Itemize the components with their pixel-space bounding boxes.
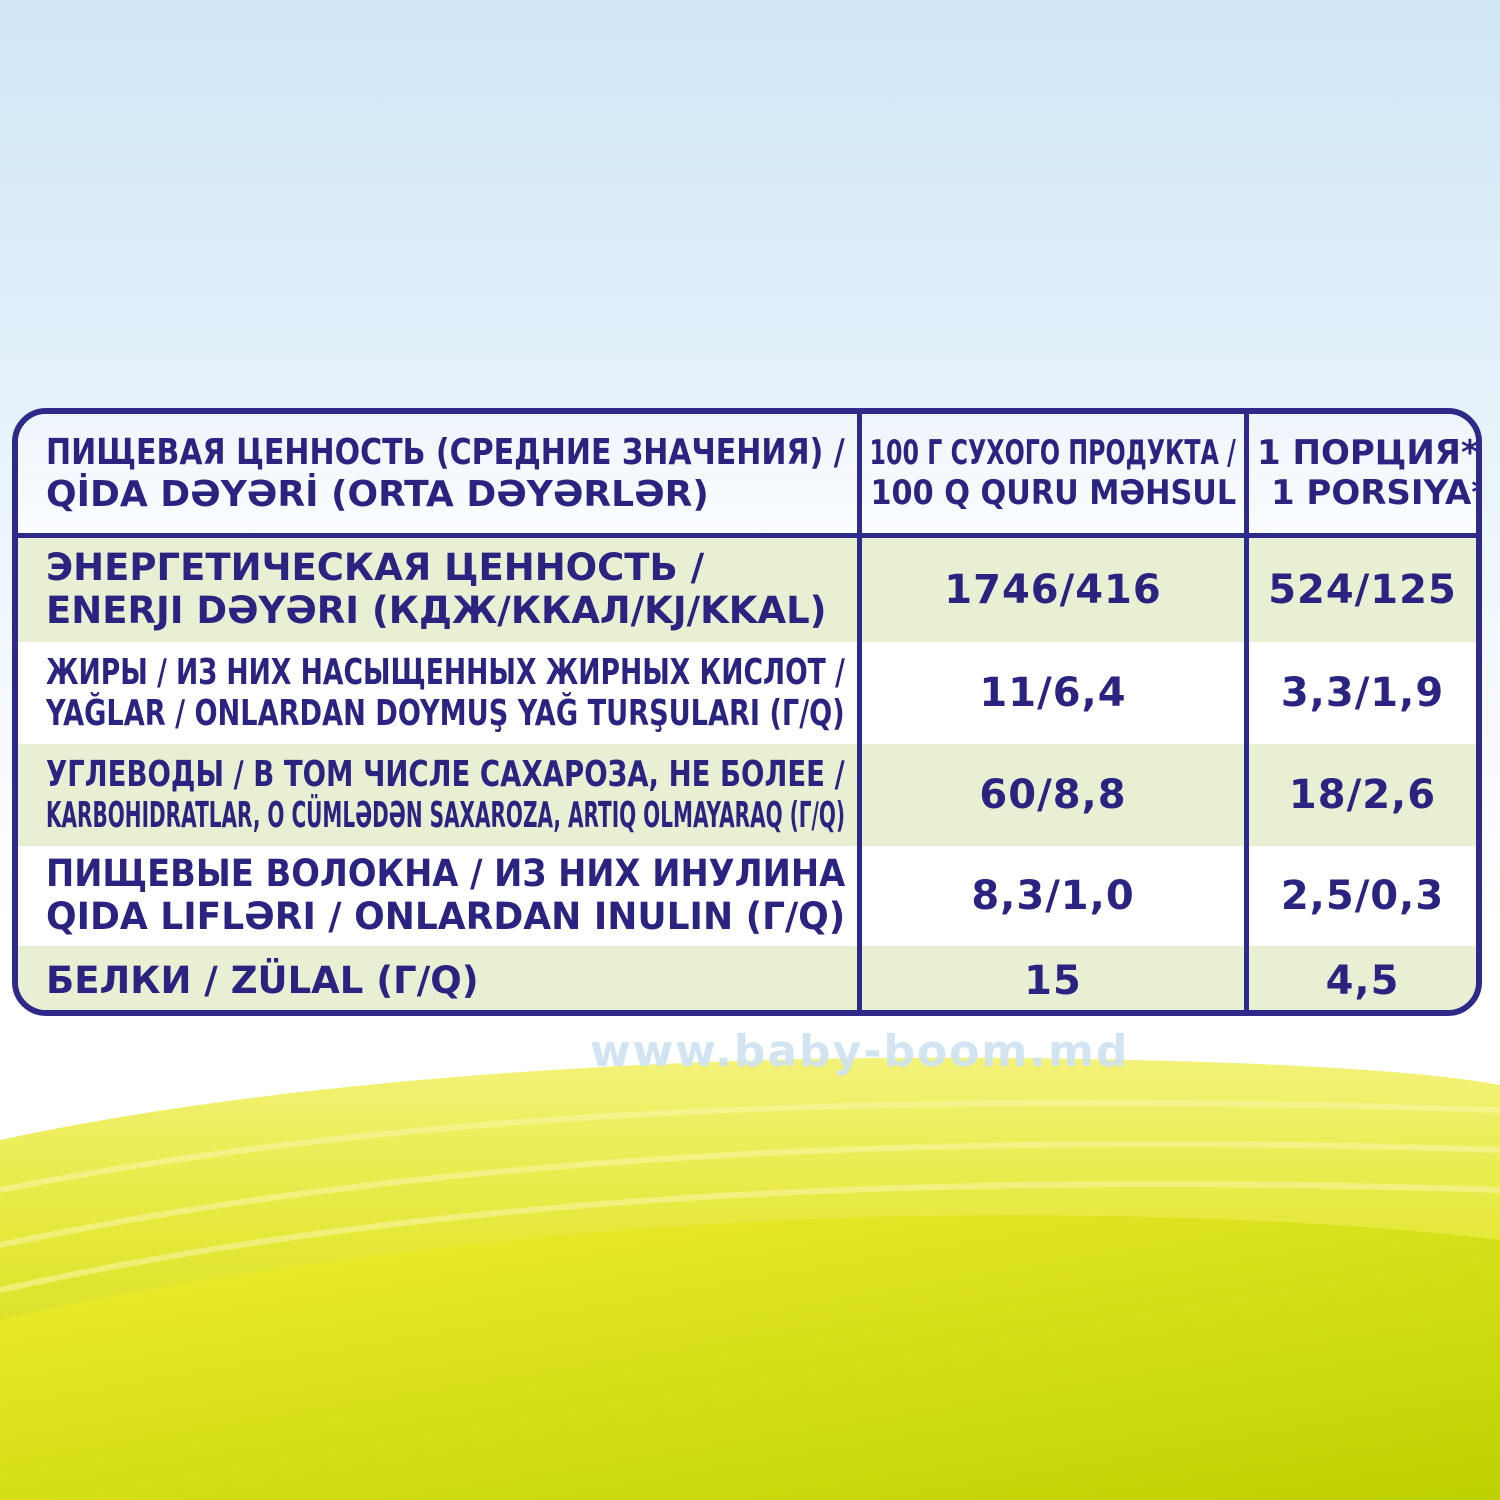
value-per-portion: 3,3/1,9 (1244, 642, 1476, 744)
row-label: ЖИРЫ / ИЗ НИХ НАСЫЩЕННЫХ ЖИРНЫХ КИСЛОТ /… (46, 651, 845, 734)
row-label: УГЛЕВОДЫ / В ТОМ ЧИСЛЕ САХАРОЗА, НЕ БОЛЕ… (46, 753, 846, 836)
value-per-portion: 2,5/0,3 (1244, 846, 1476, 946)
row-label: ЭНЕРГЕТИЧЕСКАЯ ЦЕННОСТЬ / ENERJI DƏYƏRI (… (46, 546, 827, 632)
header-label: ПИЩЕВАЯ ЦЕННОСТЬ (СРЕДНИЕ ЗНАЧЕНИЯ) / Qİ… (46, 432, 845, 515)
row-label: ПИЩЕВЫЕ ВОЛОКНА / ИЗ НИХ ИНУЛИНА QIDA LIF… (46, 852, 846, 938)
nutrition-table: ПИЩЕВАЯ ЦЕННОСТЬ (СРЕДНИЕ ЗНАЧЕНИЯ) / Qİ… (12, 408, 1482, 1016)
table-row-carbohydrates: УГЛЕВОДЫ / В ТОМ ЧИСЛЕ САХАРОЗА, НЕ БОЛЕ… (18, 744, 1476, 846)
table-row-fats: ЖИРЫ / ИЗ НИХ НАСЫЩЕННЫХ ЖИРНЫХ КИСЛОТ /… (18, 642, 1476, 744)
table-row-fiber: ПИЩЕВЫЕ ВОЛОКНА / ИЗ НИХ ИНУЛИНА QIDA LIF… (18, 846, 1476, 946)
header-per-portion: 1 ПОРЦИЯ* / 1 PORSIYA* (1244, 414, 1476, 533)
table-row-protein: БЕЛКИ / ZÜLAL (Г/Q) 15 4,5 (18, 946, 1476, 1010)
value-per-portion: 4,5 (1244, 946, 1476, 1010)
value-per-100g: 15 (857, 946, 1244, 1010)
table-row-energy: ЭНЕРГЕТИЧЕСКАЯ ЦЕННОСТЬ / ENERJI DƏYƏRI (… (18, 538, 1476, 642)
value-per-100g: 11/6,4 (857, 642, 1244, 744)
value-per-portion: 524/125 (1244, 538, 1476, 642)
table-header-row: ПИЩЕВАЯ ЦЕННОСТЬ (СРЕДНИЕ ЗНАЧЕНИЯ) / Qİ… (18, 414, 1476, 538)
value-per-100g: 8,3/1,0 (857, 846, 1244, 946)
row-label: БЕЛКИ / ZÜLAL (Г/Q) (46, 958, 479, 1002)
value-per-portion: 18/2,6 (1244, 744, 1476, 846)
value-per-100g: 1746/416 (857, 538, 1244, 642)
header-per-100g: 100 Г СУХОГО ПРОДУКТА / 100 Q QURU MƏHSU… (857, 414, 1244, 533)
value-per-100g: 60/8,8 (857, 744, 1244, 846)
